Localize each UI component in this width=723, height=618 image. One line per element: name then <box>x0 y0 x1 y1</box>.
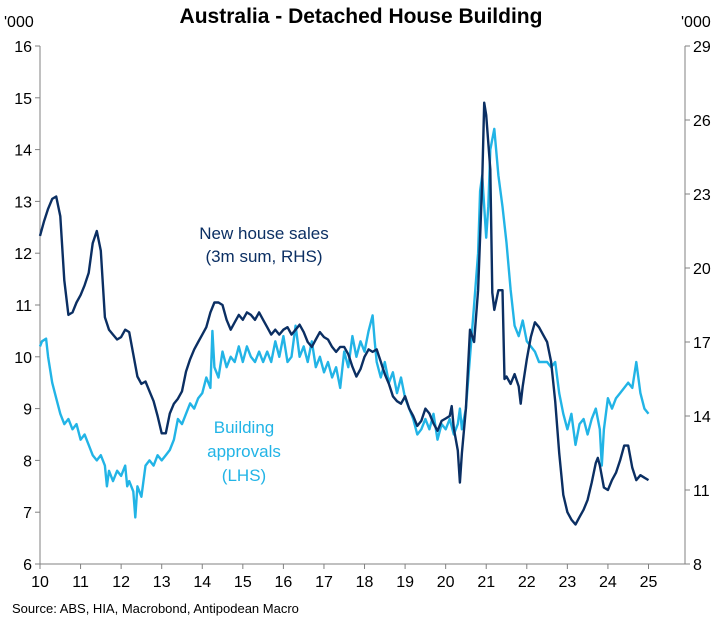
right-tick-label: 17 <box>693 335 711 352</box>
x-tick-label: 15 <box>234 574 252 591</box>
sales-annotation: New house sales (3m sum, RHS) <box>199 224 328 266</box>
x-tick-label: 18 <box>356 574 374 591</box>
left-tick-label: 7 <box>23 505 32 522</box>
x-tick-label: 25 <box>640 574 658 591</box>
right-axis-ticks: 8 11 14 17 20 23 26 29 <box>685 39 711 574</box>
approvals-annotation-line-1: Building <box>214 418 275 437</box>
x-tick-label: 17 <box>315 574 333 591</box>
right-tick-label: 20 <box>693 261 711 278</box>
left-axis-ticks: 6 7 8 9 10 11 12 13 14 15 16 <box>14 39 40 574</box>
left-tick-label: 9 <box>23 402 32 419</box>
right-axis-unit: '000 <box>681 14 711 31</box>
x-tick-label: 10 <box>31 574 49 591</box>
left-tick-label: 15 <box>14 91 32 108</box>
x-tick-label: 11 <box>72 574 89 591</box>
left-tick-label: 10 <box>14 350 32 367</box>
left-tick-label: 16 <box>14 39 32 56</box>
x-tick-label: 12 <box>112 574 130 591</box>
sales-annotation-line-1: New house sales <box>199 224 328 243</box>
right-tick-label: 8 <box>693 557 702 574</box>
right-tick-label: 14 <box>693 409 711 426</box>
x-tick-label: 22 <box>518 574 536 591</box>
source-note: Source: ABS, HIA, Macrobond, Antipodean … <box>12 601 299 616</box>
x-tick-label: 19 <box>396 574 414 591</box>
right-tick-label: 29 <box>693 39 711 56</box>
series-line-building-approvals <box>38 127 650 519</box>
left-tick-label: 6 <box>23 557 32 574</box>
right-tick-label: 26 <box>693 113 711 130</box>
x-tick-label: 16 <box>274 574 292 591</box>
left-tick-label: 11 <box>15 298 32 315</box>
approvals-annotation-line-3: (LHS) <box>222 466 266 485</box>
x-tick-label: 14 <box>193 574 211 591</box>
x-tick-label: 13 <box>153 574 171 591</box>
x-tick-label: 20 <box>437 574 455 591</box>
left-tick-label: 8 <box>23 453 32 470</box>
approvals-annotation: Building approvals (LHS) <box>207 418 281 485</box>
x-tick-label: 24 <box>599 574 617 591</box>
series-line-new-house-sales <box>38 101 650 526</box>
right-tick-label: 23 <box>693 187 711 204</box>
sales-annotation-line-2: (3m sum, RHS) <box>205 247 322 266</box>
approvals-annotation-line-2: approvals <box>207 442 281 461</box>
right-tick-label: 11 <box>693 483 710 500</box>
chart-title: Australia - Detached House Building <box>180 5 543 28</box>
left-tick-label: 14 <box>14 143 32 160</box>
left-tick-label: 12 <box>14 246 32 263</box>
x-axis-ticks: 10 11 12 13 14 15 16 17 18 19 20 21 22 23 24 25 <box>31 564 657 591</box>
x-tick-label: 23 <box>558 574 576 591</box>
x-tick-label: 21 <box>477 574 495 591</box>
left-tick-label: 13 <box>14 194 32 211</box>
left-axis-unit: '000 <box>4 14 34 31</box>
